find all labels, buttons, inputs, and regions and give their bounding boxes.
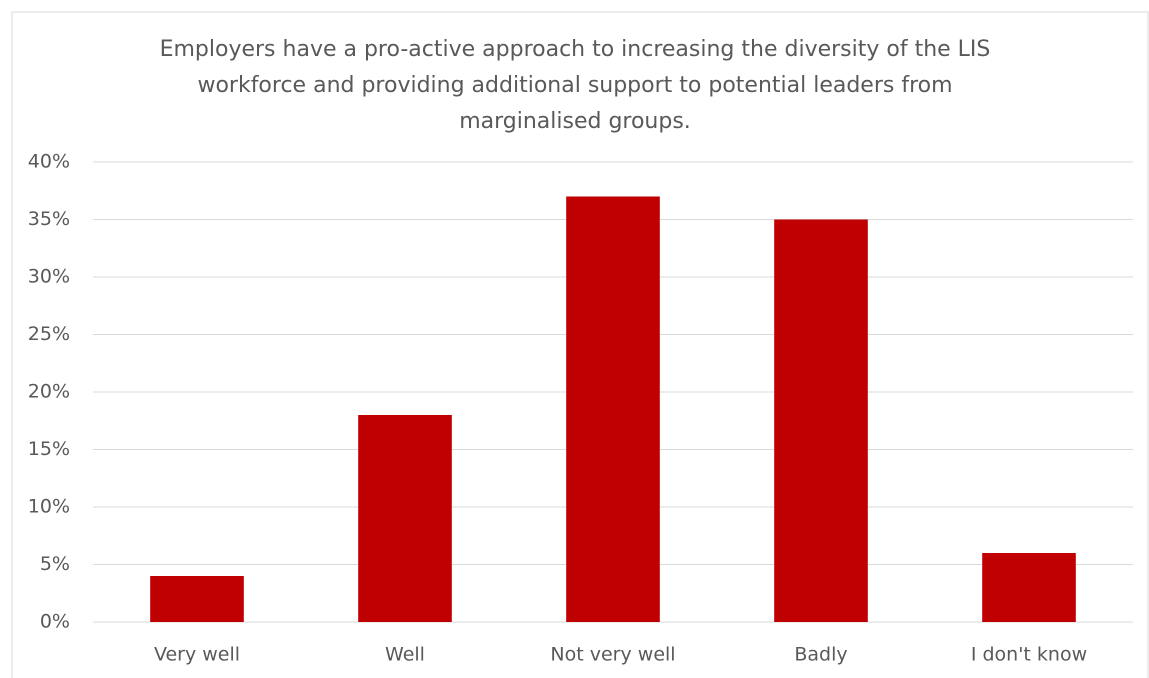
x-tick-label: Badly	[794, 644, 847, 666]
y-tick-label: 25%	[28, 323, 70, 345]
y-tick-label: 15%	[28, 438, 70, 460]
chart-border	[11, 11, 1149, 678]
bar	[982, 553, 1076, 622]
x-tick-label: I don't know	[971, 644, 1087, 666]
x-tick-label: Well	[385, 644, 425, 666]
y-tick-label: 40%	[28, 151, 70, 173]
y-tick-label: 20%	[28, 381, 70, 403]
bar	[566, 196, 660, 622]
chart-title: Employers have a pro-active approach to …	[159, 37, 991, 134]
x-tick-label: Very well	[154, 644, 240, 666]
y-tick-label: 30%	[28, 266, 70, 288]
y-tick-label: 5%	[40, 553, 70, 575]
y-tick-label: 0%	[40, 611, 70, 633]
y-tick-label: 10%	[28, 496, 70, 518]
y-tick-label: 35%	[28, 208, 70, 230]
bar	[774, 219, 868, 622]
x-tick-label: Not very well	[550, 644, 675, 666]
bar	[150, 576, 244, 622]
bar	[358, 415, 452, 622]
